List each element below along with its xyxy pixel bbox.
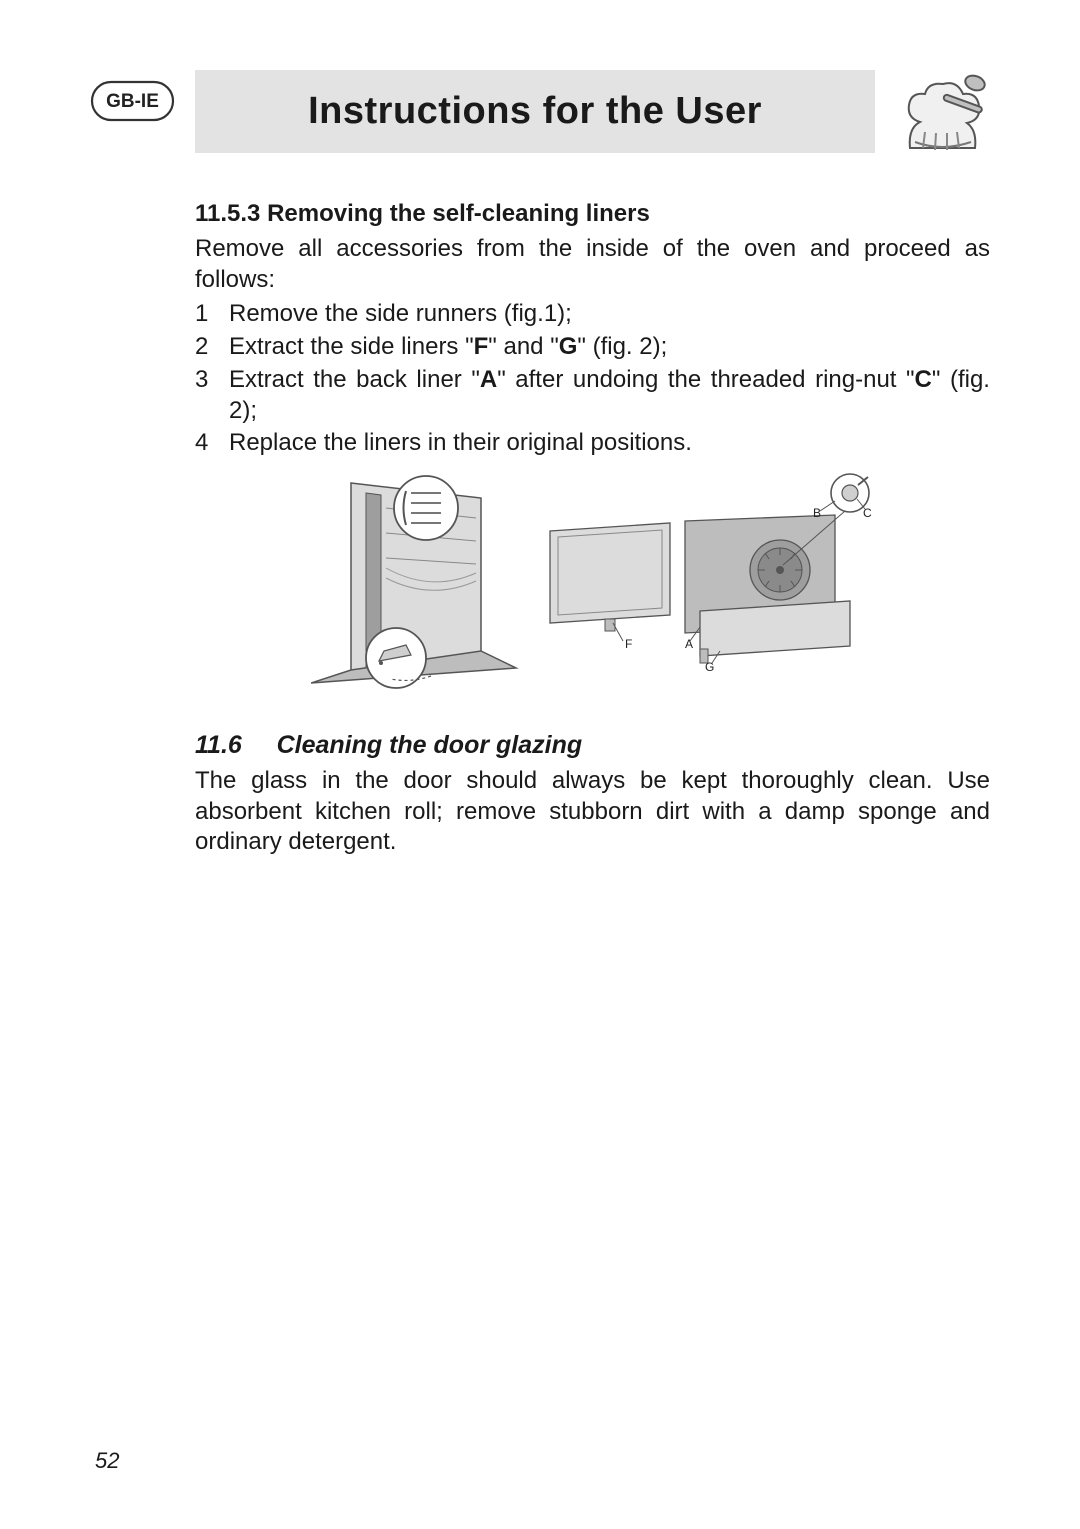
section-heading-11-6: 11.6 Cleaning the door glazing [195, 731, 990, 760]
step-4: 4 Replace the liners in their original p… [195, 428, 990, 459]
figure-2-liners-exploded: F [545, 473, 875, 688]
subsection-number: 11.5.3 [195, 200, 260, 227]
text-fragment: Extract the back liner " [229, 366, 480, 393]
figure-label-B: B [813, 506, 821, 520]
figure-row: F [195, 473, 990, 703]
step-number: 4 [195, 428, 229, 459]
steps-list: 1 Remove the side runners (fig.1); 2 Ext… [195, 299, 990, 459]
subsection-heading-11-5-3: 11.5.3 Removing the self-cleaning liners [195, 200, 990, 228]
step-text: Extract the side liners "F" and "G" (fig… [229, 332, 990, 363]
step-number: 1 [195, 299, 229, 330]
intro-paragraph: Remove all accessories from the inside o… [195, 234, 990, 295]
step-text: Replace the liners in their original pos… [229, 428, 990, 459]
step-number: 3 [195, 365, 229, 426]
page-number: 52 [95, 1448, 119, 1474]
section-number: 11.6 [195, 731, 242, 759]
chef-icon [895, 70, 990, 170]
page: GB-IE Instructions for the User 11.5.3 R… [0, 0, 1080, 1529]
step-text: Remove the side runners (fig.1); [229, 299, 990, 330]
section-11-6-body: The glass in the door should always be k… [195, 766, 990, 858]
step-3: 3 Extract the back liner "A" after undoi… [195, 365, 990, 426]
language-badge: GB-IE [90, 80, 175, 127]
page-title-banner: Instructions for the User [195, 70, 875, 153]
header-row: GB-IE Instructions for the User [90, 70, 990, 170]
page-title: Instructions for the User [308, 90, 762, 132]
label-F: F [474, 333, 489, 360]
text-fragment: " and " [488, 333, 558, 360]
step-number: 2 [195, 332, 229, 363]
step-2: 2 Extract the side liners "F" and "G" (f… [195, 332, 990, 363]
step-1: 1 Remove the side runners (fig.1); [195, 299, 990, 330]
figure-1-oven-door [311, 473, 521, 703]
label-C: C [915, 366, 932, 393]
content-column: 11.5.3 Removing the self-cleaning liners… [195, 200, 990, 858]
step-text: Extract the back liner "A" after undoing… [229, 365, 990, 426]
section-title: Cleaning the door glazing [277, 731, 583, 759]
chef-hat-spoon-icon [895, 70, 990, 165]
figure-label-F: F [625, 637, 632, 651]
label-A: A [480, 366, 497, 393]
language-badge-text: GB-IE [106, 91, 159, 112]
subsection-title: Removing the self-cleaning liners [267, 200, 650, 227]
text-fragment: " after undoing the threaded ring-nut " [497, 366, 914, 393]
text-fragment: Extract the side liners " [229, 333, 474, 360]
language-badge-icon: GB-IE [90, 80, 175, 122]
text-fragment: " (fig. 2); [577, 333, 667, 360]
label-G: G [559, 333, 578, 360]
